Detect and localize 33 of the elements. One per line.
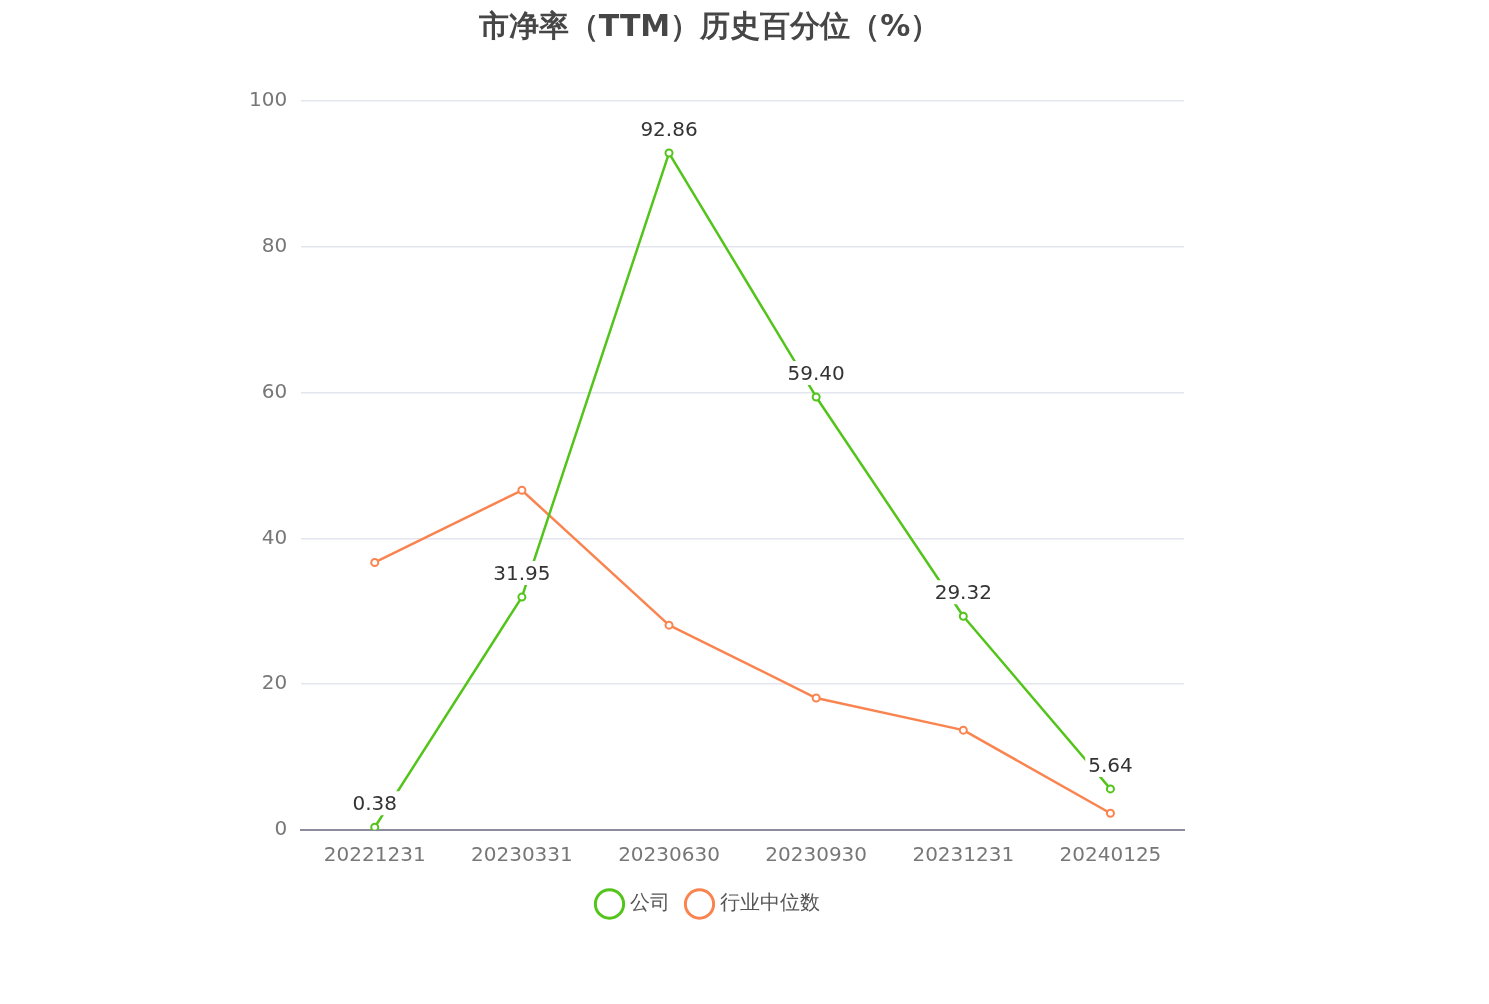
data-label: 5.64 <box>1088 753 1133 778</box>
y-tick-label: 40 <box>261 524 288 549</box>
point <box>370 822 380 830</box>
x-tick-label: 20221231 <box>323 842 426 867</box>
point <box>811 693 821 703</box>
point <box>370 557 380 567</box>
point <box>958 725 968 735</box>
y-tick-label: 80 <box>261 233 288 257</box>
point <box>1105 808 1115 818</box>
point <box>664 620 674 630</box>
chart-title: 市净率（TTM）历史百分位（%） <box>477 7 941 43</box>
point <box>517 485 527 495</box>
legend-label: 公司 <box>629 890 670 915</box>
y-tick-label: 20 <box>261 670 288 695</box>
x-tick-label: 20230930 <box>765 842 868 867</box>
point <box>811 392 821 402</box>
data-label: 0.38 <box>352 791 398 816</box>
y-tick-label: 0 <box>274 816 288 841</box>
data-label: 31.95 <box>493 561 551 586</box>
data-label: 92.86 <box>640 117 698 142</box>
x-tick-label: 20230331 <box>470 842 573 867</box>
x-tick-label: 20230630 <box>618 842 720 867</box>
y-tick-label: 60 <box>261 378 288 403</box>
point <box>958 611 968 621</box>
point <box>1105 784 1115 794</box>
legend-label: 行业中位数 <box>719 890 820 915</box>
x-tick-label: 20231231 <box>912 842 1015 867</box>
data-label: 29.32 <box>934 580 992 605</box>
point <box>517 592 527 602</box>
y-tick-label: 100 <box>248 87 288 112</box>
x-tick-label: 20240125 <box>1059 842 1162 867</box>
data-label: 59.40 <box>787 361 845 386</box>
point <box>664 148 674 158</box>
